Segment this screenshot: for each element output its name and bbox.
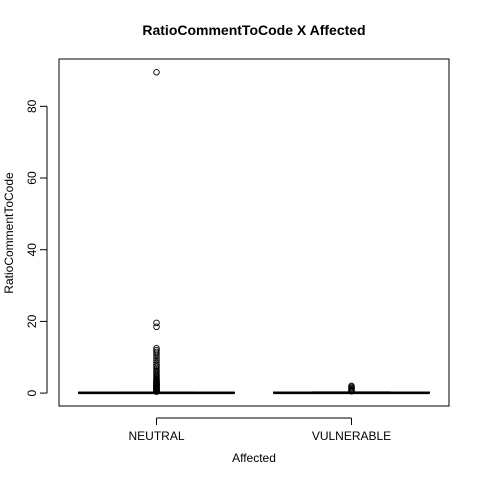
y-tick-label: 0 — [25, 389, 39, 396]
x-tick-label: NEUTRAL — [128, 429, 184, 443]
outlier-point — [153, 348, 160, 356]
box-group — [78, 69, 235, 395]
outlier-point — [153, 354, 160, 362]
outlier-point — [153, 319, 160, 327]
outlier-point — [153, 346, 160, 354]
y-tick-label: 80 — [25, 99, 39, 113]
x-tick-label: VULNERABLE — [312, 429, 391, 443]
outlier-point — [153, 323, 160, 331]
y-tick-label: 20 — [25, 314, 39, 328]
outlier-point — [153, 359, 160, 366]
outlier-point — [153, 345, 160, 352]
chart-title: RatioCommentToCode X Affected — [142, 22, 365, 38]
box-group — [273, 382, 430, 395]
plot-frame — [58, 58, 450, 407]
y-axis: 0 20 40 60 80 — [25, 99, 48, 396]
outlier-point — [153, 69, 160, 76]
y-tick-label: 60 — [25, 171, 39, 185]
y-tick-label: 40 — [25, 243, 39, 257]
outlier-point — [153, 356, 160, 364]
x-axis-title: Affected — [232, 451, 276, 465]
y-axis-title: RatioCommentToCode — [2, 172, 16, 294]
x-axis: NEUTRAL VULNERABLE — [128, 417, 391, 443]
outlier-point — [348, 382, 355, 390]
outlier-point — [153, 362, 160, 370]
outlier-point — [153, 361, 160, 368]
boxplot-series — [78, 69, 430, 395]
